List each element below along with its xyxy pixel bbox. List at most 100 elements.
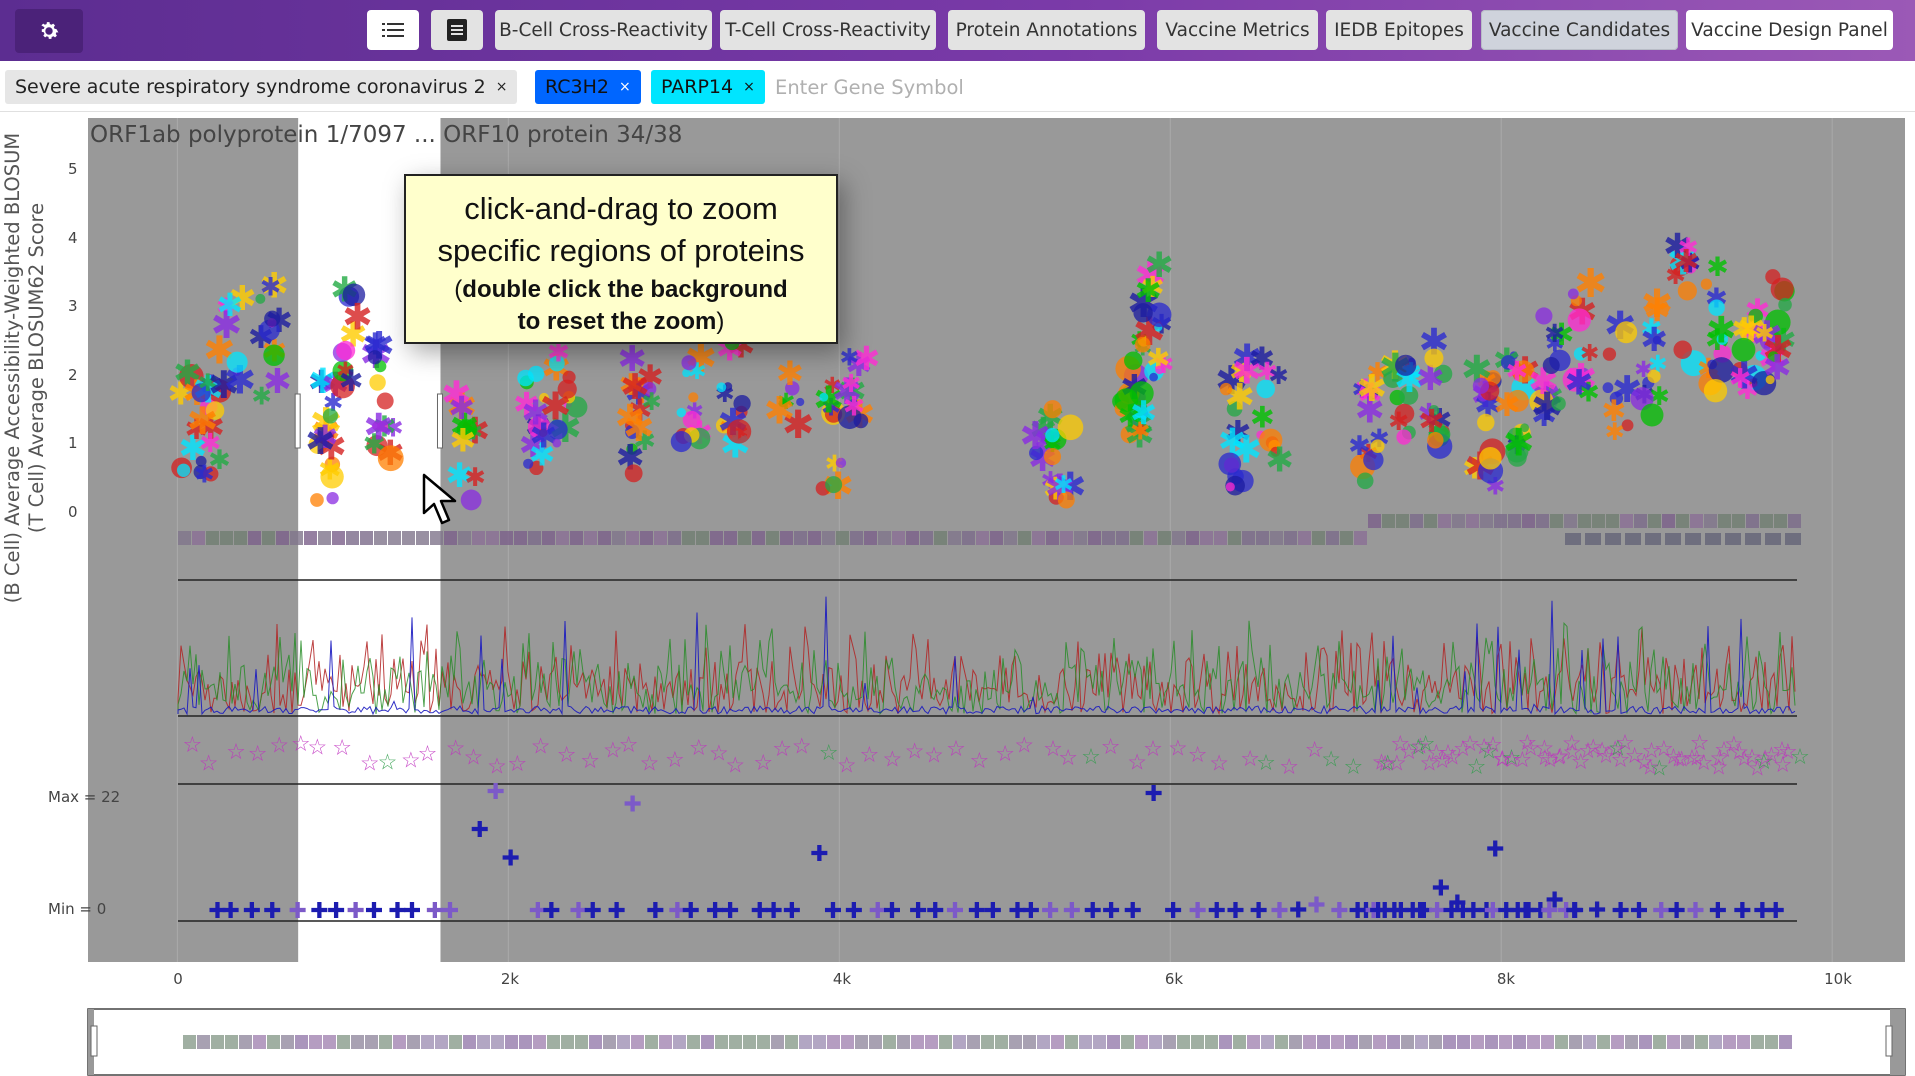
annotation-segment [1662,514,1675,528]
range-slider-segment [463,1035,476,1049]
table-view-button[interactable] [431,10,483,50]
epitope-cross: ✚ [1767,899,1785,924]
range-slider-segment [1275,1035,1288,1049]
annotation-segment [1760,514,1773,528]
vaccine-design-panel-button[interactable]: Vaccine Design Panel [1686,10,1893,50]
data-point [195,455,207,467]
annotation-segment [1676,514,1689,528]
epitope-cross: ✚ [1348,899,1366,924]
range-slider-segment [519,1035,532,1049]
annotation-segment [920,531,933,545]
annotation-segment [1785,533,1801,545]
annotation-segment [612,531,625,545]
annotation-segment [1732,514,1745,528]
range-slider-segment [407,1035,420,1049]
range-slider-segment [1765,1035,1778,1049]
data-point [1708,357,1735,383]
data-point: ✱ [1249,342,1275,378]
range-slider-segment [1331,1035,1344,1049]
remove-gene-icon[interactable]: × [743,79,755,95]
epitope-star: ☆ [1687,746,1707,771]
data-point [1615,321,1638,344]
y-tick-label: 2 [68,366,78,384]
epitope-star: ☆ [1143,737,1163,762]
range-slider-segment [939,1035,952,1049]
epitope-star: ☆ [1625,744,1645,769]
data-point: ✱ [1355,390,1385,432]
epitope-cross: ✚ [1588,899,1606,924]
min-label: Min = 0 [48,900,107,918]
remove-gene-icon[interactable]: × [619,79,631,95]
epitope-cross: ✚ [1102,899,1120,924]
annotation-segment [654,531,667,545]
data-point: ✱ [194,459,215,488]
annotation-segment [1550,514,1563,528]
data-point: ✱ [1679,248,1702,279]
data-point [527,365,545,383]
y-axis-label-line1: (B Cell) Average Accessibility-Weighted … [1,132,24,604]
b-cell-cross-reactivity-button[interactable]: B-Cell Cross-Reactivity [495,10,712,50]
gene-symbol-input[interactable] [775,70,1175,104]
data-point [263,344,285,367]
list-view-button[interactable] [367,10,419,50]
epitope-cross: ✚ [783,899,801,924]
epitope-cross: ✚ [824,899,842,924]
annotation-segment [1522,514,1535,528]
vaccine-candidates-button[interactable]: Vaccine Candidates [1481,10,1678,50]
data-point [547,419,568,440]
data-point [1399,385,1419,405]
epitope-cross: ✚ [502,846,520,871]
annotation-segment [1705,533,1721,545]
epitope-star: ☆ [1669,748,1689,773]
range-slider-segment [1107,1035,1120,1049]
epitope-star: ☆ [291,732,311,757]
epitope-star: ☆ [1416,732,1436,757]
iedb-epitopes-button[interactable]: IEDB Epitopes [1326,10,1472,50]
data-point: ✱ [845,346,872,384]
data-point [1225,482,1235,492]
remove-organism-icon[interactable]: × [495,79,508,95]
epitope-star: ☆ [1578,739,1598,764]
epitope-cross: ✚ [1369,899,1387,924]
annotation-segment [1186,531,1199,545]
range-slider-segment [505,1035,518,1049]
vaccine-metrics-button[interactable]: Vaccine Metrics [1157,10,1318,50]
epitope-star: ☆ [1467,755,1487,780]
range-slider-segment [1009,1035,1022,1049]
settings-button[interactable] [15,9,83,53]
data-point [682,410,701,429]
data-point: ✱ [1053,470,1073,499]
epitope-star: ☆ [1654,737,1674,762]
protein-annotations-button[interactable]: Protein Annotations [948,10,1145,50]
range-slider-segment [1373,1035,1386,1049]
epitope-cross: ✚ [208,899,226,924]
range-slider-segment [1233,1035,1246,1049]
epitope-star: ☆ [1058,746,1078,771]
epitope-star: ☆ [1563,741,1583,766]
range-slider-segment [1485,1035,1498,1049]
annotation-segment [1765,533,1781,545]
data-point: ✱ [764,389,796,433]
epitope-cross: ✚ [1008,899,1026,924]
t-cell-cross-reactivity-button[interactable]: T-Cell Cross-Reactivity [720,10,936,50]
range-slider-segment [1639,1035,1652,1049]
range-slider-segment [701,1035,714,1049]
data-point [310,493,324,507]
epitope-star: ☆ [199,751,219,776]
epitope-cross: ✚ [810,842,828,867]
data-point [1535,307,1553,325]
data-point: ✱ [1544,319,1565,348]
epitope-star: ☆ [819,741,839,766]
annotation-segment [1606,514,1619,528]
annotation-segment [388,531,401,545]
data-point [1551,396,1566,411]
epitope-star: ☆ [640,752,660,777]
data-point [733,394,751,413]
range-slider-segment [603,1035,616,1049]
callout-bold-text: double click the background [462,276,788,303]
data-point [825,476,843,494]
annotation-segment [556,531,569,545]
annotation-segment [1536,514,1549,528]
epitope-star: ☆ [1390,732,1410,757]
